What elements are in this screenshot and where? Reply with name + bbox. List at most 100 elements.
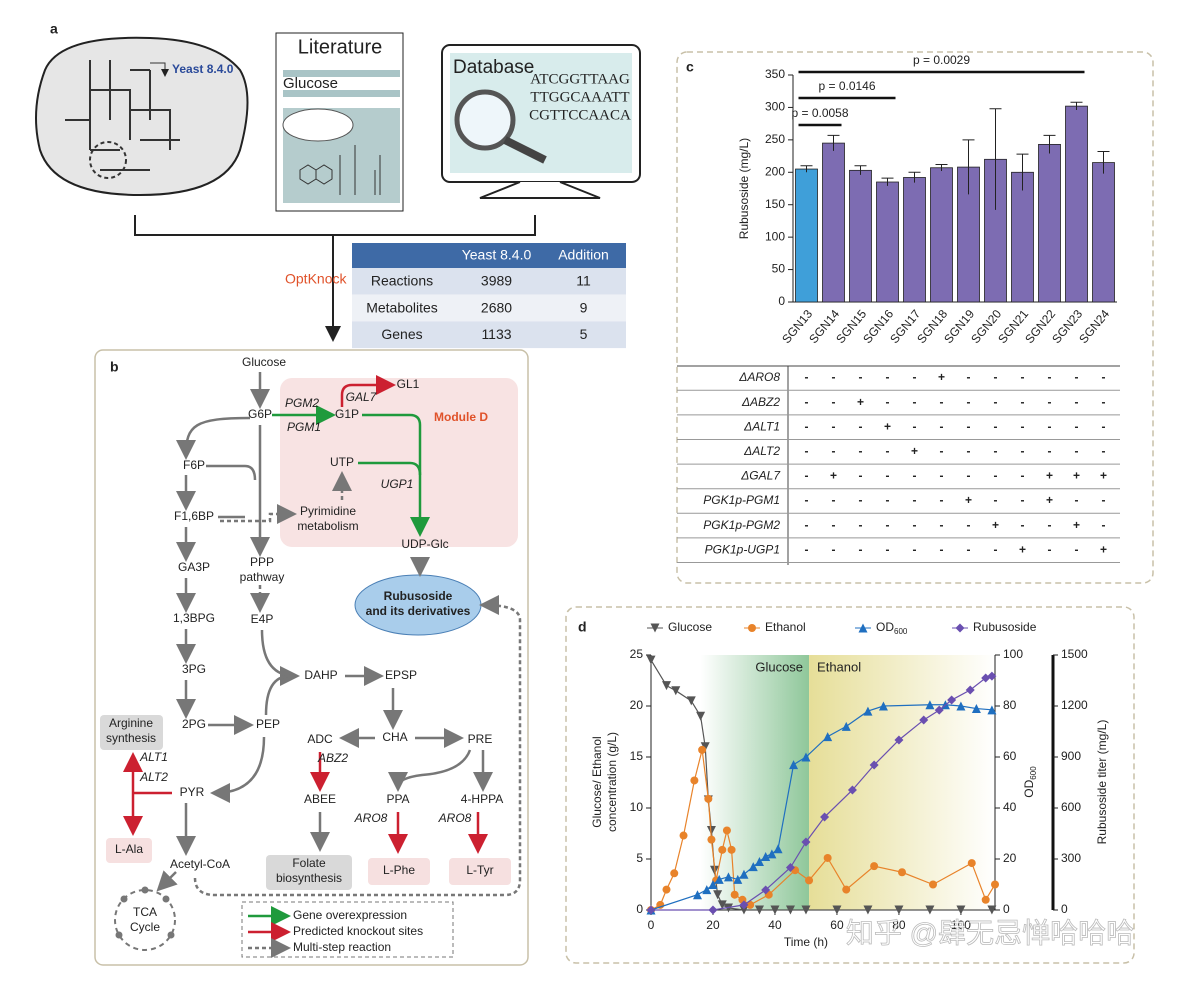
phase-label: Glucose: [755, 659, 803, 674]
genotype-mark: -: [967, 370, 971, 384]
y-tick-label: 300: [765, 100, 785, 114]
marker: [733, 874, 743, 884]
node-label: UDP-Glc: [401, 537, 448, 551]
y-tick-label: 0: [1003, 902, 1010, 916]
marker: [894, 735, 904, 745]
genotype-mark: -: [832, 542, 836, 556]
marker: [801, 752, 811, 762]
y-tick-label: 50: [772, 262, 786, 276]
row-label: ΔALT2: [743, 444, 780, 458]
tca-dot: [115, 931, 123, 939]
node-label: PPA: [386, 792, 409, 806]
table-header: Addition: [558, 247, 609, 263]
genotype-mark: -: [1102, 395, 1106, 409]
y-tick-label: 200: [765, 164, 785, 178]
table-cell: 5: [580, 326, 588, 342]
literature-item: Glucose: [283, 75, 338, 92]
genotype-mark: +: [1046, 469, 1053, 483]
enzyme-label: PGM1: [287, 420, 321, 434]
row-label: ΔARO8: [738, 370, 780, 384]
node-label: CHA: [382, 730, 407, 744]
genotype-mark: -: [1102, 419, 1106, 433]
node-label: UTP: [330, 455, 354, 469]
bar: [822, 142, 845, 303]
marker: [718, 845, 727, 854]
marker: [967, 859, 976, 868]
marker: [919, 715, 929, 725]
marker: [761, 885, 771, 895]
node-label: Folate: [292, 856, 326, 870]
y-tick-label: 600: [1061, 800, 1081, 814]
arrow: [220, 504, 297, 524]
error-bar: [1043, 134, 1056, 154]
marker: [987, 705, 997, 715]
y-tick-label: 1200: [1061, 698, 1088, 712]
genotype-mark: -: [1102, 493, 1106, 507]
table-cell: Metabolites: [366, 299, 438, 315]
yeast-cell: [35, 36, 249, 197]
row-label: ΔABZ2: [741, 395, 780, 409]
genotype-mark: -: [805, 444, 809, 458]
molecule: [299, 145, 381, 195]
bar: [795, 168, 818, 303]
y-tick-label: 20: [1003, 851, 1017, 865]
genotype-mark: -: [1048, 419, 1052, 433]
p-value: p = 0.0146: [818, 79, 875, 93]
marker: [646, 905, 656, 915]
genotype-mark: -: [1075, 419, 1079, 433]
error-bar: [854, 165, 867, 175]
marker: [971, 704, 981, 714]
row-label: PGK1p-PGM1: [703, 493, 780, 507]
marker: [739, 905, 749, 915]
marker: [661, 681, 671, 691]
genotype-mark: -: [805, 518, 809, 532]
genotype-mark: -: [913, 493, 917, 507]
genotype-mark: +: [911, 444, 918, 458]
marker: [692, 890, 702, 900]
genotype-mark: -: [1075, 542, 1079, 556]
marker: [723, 872, 733, 882]
marker: [869, 760, 879, 770]
genotype-mark: -: [940, 518, 944, 532]
genotype-mark: -: [1021, 370, 1025, 384]
tca-dot: [167, 931, 175, 939]
marker: [801, 905, 811, 915]
enzyme-label: ARO8: [354, 811, 388, 825]
marker: [842, 885, 851, 894]
marker: [785, 905, 795, 915]
error-bar: [800, 165, 813, 173]
error-bar: [908, 171, 921, 183]
genotype-mark: -: [967, 469, 971, 483]
row-label: PGK1p-PGM2: [703, 518, 780, 532]
marker: [801, 837, 811, 847]
tca-dot: [162, 895, 170, 903]
marker: [646, 655, 656, 665]
genotype-mark: -: [832, 419, 836, 433]
table-row-bg: [352, 294, 626, 322]
genotype-mark: -: [940, 395, 944, 409]
genotype-mark: -: [1102, 444, 1106, 458]
node-label: G6P: [248, 407, 272, 421]
y-tick-label: 900: [1061, 749, 1081, 763]
enzyme-label: PGM2: [285, 396, 319, 410]
genotype-mark: +: [1073, 518, 1080, 532]
genotype-mark: -: [859, 542, 863, 556]
node-label: G1P: [335, 407, 359, 421]
genotype-mark: -: [832, 395, 836, 409]
error-bar: [881, 177, 894, 186]
genotype-mark: -: [1048, 395, 1052, 409]
cell: [282, 108, 354, 142]
node-label: 3PG: [182, 662, 206, 676]
y-tick-label: 40: [1003, 800, 1017, 814]
genotype-mark: +: [1100, 542, 1107, 556]
y-tick-label: 0: [1061, 902, 1068, 916]
database-title: Database: [453, 57, 534, 78]
x-tick-label: 60: [830, 918, 844, 932]
genotype-mark: -: [967, 444, 971, 458]
genotype-mark: -: [886, 493, 890, 507]
table-cell: Genes: [381, 326, 422, 342]
y-tick-label: 250: [765, 132, 785, 146]
node-label: ABEE: [304, 792, 336, 806]
genotype-mark: -: [886, 370, 890, 384]
node-label: 1,3BPG: [173, 611, 215, 625]
